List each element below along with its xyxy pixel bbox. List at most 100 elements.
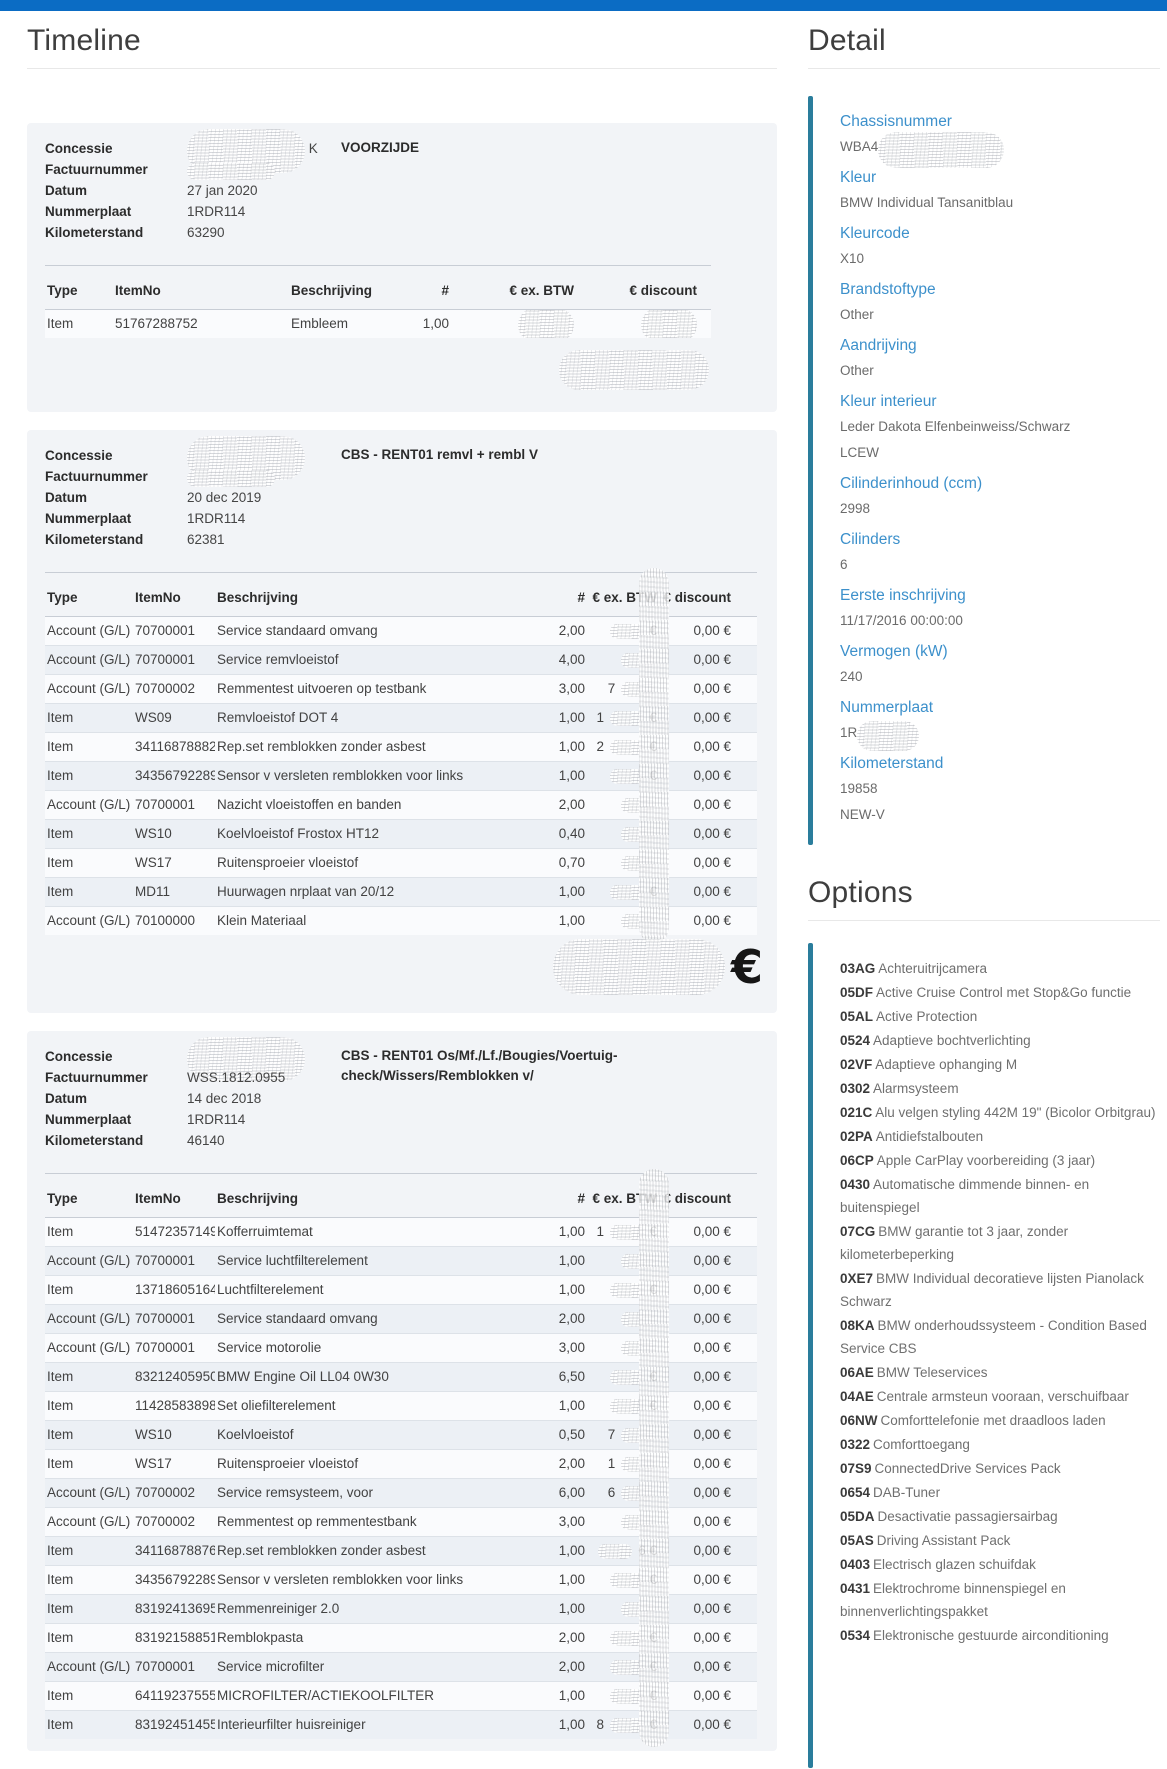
cell-type: Item (45, 1565, 133, 1595)
invoice-meta: Concessie K Factuurnummer Datum 27 jan 2020… (45, 129, 757, 243)
option-code: 08KA (840, 1318, 875, 1333)
invoice-meta-value: 1RDR114 (187, 511, 246, 526)
cell-itemno: WS17 (133, 1449, 215, 1479)
option-text: ConnectedDrive Services Pack (874, 1461, 1061, 1476)
option-code: 07S9 (840, 1461, 872, 1476)
table-row: Item WS17 Ruitensproeier vloeistof 0,70 0,00… (45, 848, 757, 878)
option-code: 0322 (840, 1437, 871, 1452)
invoice-meta-label: Concessie (45, 448, 113, 463)
cell-qty: 6,00 (477, 1478, 587, 1508)
detail-field: Eerste inschrijving 11/17/2016 00:00:00 (840, 586, 1156, 629)
invoice-meta-value: 62381 (187, 532, 225, 547)
invoice-meta-row: Nummerplaat 1RDR114 (45, 508, 757, 529)
invoice-meta-label: Nummerplaat (45, 204, 132, 219)
cell-qty: 2,00 (477, 1623, 587, 1653)
option-text: Active Cruise Control met Stop&Go functi… (876, 985, 1132, 1000)
option-text: Adaptieve bochtverlichting (873, 1033, 1031, 1048)
redacted-smudge (518, 309, 574, 338)
invoice-card: Concessie Factuurnummer Datum 20 dec 2019 Nu… (27, 430, 777, 1013)
cell-type: Account (G/L) (45, 1246, 133, 1276)
redacted-smudge (609, 769, 644, 785)
table-header-cell: € discount (659, 1173, 757, 1218)
table-header-cell: € discount (659, 572, 757, 617)
table-row: Account (G/L) 70700001 Service standaard o… (45, 616, 757, 646)
option-text: Alarmsysteem (873, 1081, 959, 1096)
table-row: Item 64119237555 MICROFILTER/ACTIEKOOLFILT… (45, 1681, 757, 1711)
cell-qty: 1,00 (477, 1565, 587, 1595)
option-code: 05AS (840, 1533, 874, 1548)
table-row: Item 34356792289 Sensor v versleten remblo… (45, 1565, 757, 1595)
cell-type: Item (45, 1391, 133, 1421)
option-text: BMW Individual decoratieve lijsten Piano… (840, 1271, 1144, 1309)
cell-beschrijving: Set oliefilterelement (215, 1391, 477, 1421)
cell-itemno: 70700002 (133, 674, 215, 704)
cell-discount: 0,00 € (659, 703, 757, 733)
option-text: Centrale armsteun vooraan, verschuifbaar (876, 1389, 1129, 1404)
cell-itemno: 51472357149 (135, 1224, 215, 1239)
invoice-meta: Concessie Factuurnummer Datum 20 dec 2019 Nu… (45, 436, 757, 550)
currency-euro: € (730, 940, 763, 994)
option-code: 03AG (840, 961, 876, 976)
option-code: 06CP (840, 1153, 874, 1168)
option-item: 0524 Adaptieve bochtverlichting (840, 1029, 1156, 1052)
cell-type: Item (45, 1536, 133, 1566)
cell-itemno: 70700002 (133, 1478, 215, 1508)
cell-discount: 0,00 € (659, 1507, 757, 1537)
option-code: 0431 (840, 1581, 871, 1596)
cell-beschrijving: Rep.set remblokken zonder asbest (215, 732, 477, 762)
invoice-meta-row: Kilometerstand 62381 (45, 529, 757, 550)
detail-field-label: Aandrijving (840, 337, 917, 354)
redacted-smudge (641, 309, 697, 338)
invoice-total (45, 350, 709, 390)
redacted-smudge (609, 1631, 644, 1647)
cell-discount: 0,00 € (659, 1594, 757, 1624)
cell-discount: 0,00 € (659, 877, 757, 907)
redacted-smudge (609, 885, 644, 901)
detail-panel: Chassisnummer WBA4 Kleur BMW Individual Tan… (808, 96, 1160, 845)
cell-btw: 1 € (587, 703, 659, 733)
table-row: Item MD11 Huurwagen nrplaat van 20/12 1,00 … (45, 877, 757, 907)
option-code: 04AE (840, 1389, 874, 1404)
invoice-title: CBS - RENT01 Os/Mf./Lf./Bougies/Voertuig… (341, 1048, 618, 1083)
cell-itemno: 70700001 (133, 645, 215, 675)
cell-itemno: 13718605164 (133, 1275, 215, 1305)
option-text: Apple CarPlay voorbereiding (3 jaar) (876, 1153, 1096, 1168)
timeline-card-list: Concessie K Factuurnummer Datum 27 jan 2020… (27, 123, 777, 1751)
invoice-meta-value: WSS.1812.0955 (187, 1070, 286, 1085)
redacted-smudge-streak (639, 568, 669, 943)
cell-discount: 0,00 € (659, 761, 757, 791)
table-row: Account (G/L) 70100000 Klein Materiaal 1,00… (45, 906, 757, 935)
cell-type: Account (G/L) (45, 645, 133, 675)
cell-discount: 0,00 € (659, 790, 757, 820)
timeline-heading: Timeline (27, 24, 141, 57)
cell-discount: 0,00 € (659, 1275, 757, 1305)
cell-beschrijving: Koelvloeistof Frostox HT12 (215, 819, 477, 849)
table-header-row: Type ItemNo Beschrijving # € ex. BTW € discou… (45, 265, 711, 310)
cell-qty: 2,00 (477, 1449, 587, 1479)
cell-type: Account (G/L) (47, 623, 131, 638)
detail-heading: Detail (808, 24, 886, 57)
cell-qty: 1,00 (477, 1710, 587, 1739)
cell-discount (576, 309, 711, 338)
invoice-meta-value: 1RDR114 (187, 1112, 246, 1127)
invoice-meta-label: Datum (45, 183, 88, 198)
cell-beschrijving: Ruitensproeier vloeistof (215, 1449, 477, 1479)
cell-type: Item (45, 1362, 133, 1392)
options-panel: 03AG Achteruitrijcamera 05DF Active Cruise … (808, 943, 1160, 1768)
cell-qty: 3,00 (477, 674, 587, 704)
options-list: 03AG Achteruitrijcamera 05DF Active Cruise … (840, 957, 1156, 1647)
option-item: 05AS Driving Assistant Pack (840, 1529, 1156, 1552)
detail-field-label: Kleur interieur (840, 393, 937, 410)
invoice-meta-label: Concessie (45, 1049, 113, 1064)
redacted-smudge (609, 1399, 644, 1415)
cell-itemno: 34356792289 (133, 1565, 215, 1595)
detail-field-label: Kilometerstand (840, 755, 944, 772)
detail-field-value: 240 (840, 669, 863, 684)
cell-discount: 0,00 € (659, 732, 757, 762)
option-text: Comforttoegang (873, 1437, 970, 1452)
option-text: Desactivatie passagiersairbag (877, 1509, 1058, 1524)
cell-qty: 1,00 (477, 703, 587, 733)
cell-itemno: 34116878882 (133, 732, 215, 762)
detail-field-value: NEW-V (840, 807, 885, 822)
